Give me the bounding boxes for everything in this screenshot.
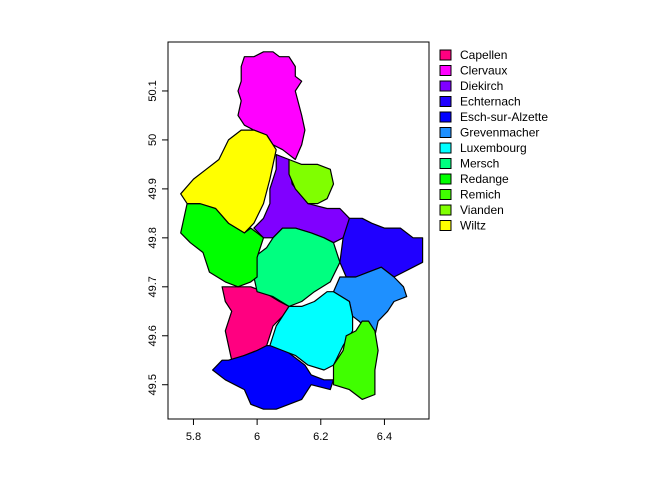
x-axis: 5.8 6 6.2 6.4 — [186, 418, 392, 443]
region-wiltz — [180, 129, 277, 234]
legend-label: Mersch — [460, 157, 499, 171]
legend-swatch — [439, 80, 452, 92]
y-tick-label: 49.6 — [147, 325, 159, 346]
y-tick-label: 49.7 — [147, 276, 159, 297]
legend-label: Clervaux — [460, 64, 507, 78]
legend-swatch — [439, 111, 452, 123]
x-tick-label: 5.8 — [186, 431, 201, 443]
y-tick-label: 49.9 — [147, 178, 159, 199]
legend-item-echternach: Echternach — [439, 95, 521, 109]
legend-label: Vianden — [460, 203, 504, 217]
x-tick-label: 6.4 — [377, 431, 392, 443]
legend-label: Redange — [460, 172, 509, 186]
legend-item-remich: Remich — [439, 188, 501, 202]
legend-label: Remich — [460, 188, 501, 202]
legend-swatch — [439, 49, 452, 61]
y-axis: 49.5 49.6 49.7 49.8 49.9 50 50.1 — [147, 80, 169, 395]
legend-item-luxembourg: Luxembourg — [439, 141, 527, 155]
legend-swatch — [439, 173, 452, 185]
region-vianden — [288, 158, 335, 205]
region-grevenmacher — [332, 266, 408, 337]
legend-swatch — [439, 96, 452, 107]
legend-item-capellen: Capellen — [439, 48, 507, 62]
legend-item-diekirch: Diekirch — [439, 79, 503, 93]
legend-swatch — [439, 142, 452, 154]
legend-swatch — [439, 220, 452, 231]
legend-label: Wiltz — [460, 219, 486, 233]
legend-label: Capellen — [460, 48, 507, 62]
region-remich — [332, 320, 379, 400]
region-luxembourg — [269, 291, 354, 371]
legend-item-vianden: Vianden — [439, 203, 504, 217]
legend-swatch — [439, 158, 452, 169]
legend-swatch — [439, 204, 452, 216]
legend-item-esch-sur-alzette: Esch-sur-Alzette — [439, 110, 548, 124]
x-tick-label: 6 — [254, 431, 260, 443]
legend-swatch — [439, 65, 452, 76]
region-echternach — [339, 217, 424, 278]
x-tick-label: 6.2 — [313, 431, 328, 443]
legend-label: Esch-sur-Alzette — [460, 110, 548, 124]
legend-item-wiltz: Wiltz — [439, 219, 486, 233]
legend-item-clervaux: Clervaux — [439, 64, 507, 78]
y-tick-label: 49.8 — [147, 227, 159, 248]
region-clervaux — [237, 51, 306, 161]
y-tick-label: 49.5 — [147, 374, 159, 395]
y-tick-label: 50.1 — [147, 80, 159, 101]
legend-item-redange: Redange — [439, 172, 509, 186]
legend-label: Grevenmacher — [460, 126, 539, 140]
y-tick-label: 50 — [147, 134, 159, 146]
legend-item-mersch: Mersch — [439, 157, 499, 171]
legend-label: Diekirch — [460, 79, 503, 93]
legend-label: Luxembourg — [460, 141, 527, 155]
legend-swatch — [439, 189, 452, 200]
legend-label: Echternach — [460, 95, 521, 109]
legend-item-grevenmacher: Grevenmacher — [439, 126, 539, 140]
regions-layer — [180, 51, 424, 410]
legend-swatch — [439, 127, 452, 138]
